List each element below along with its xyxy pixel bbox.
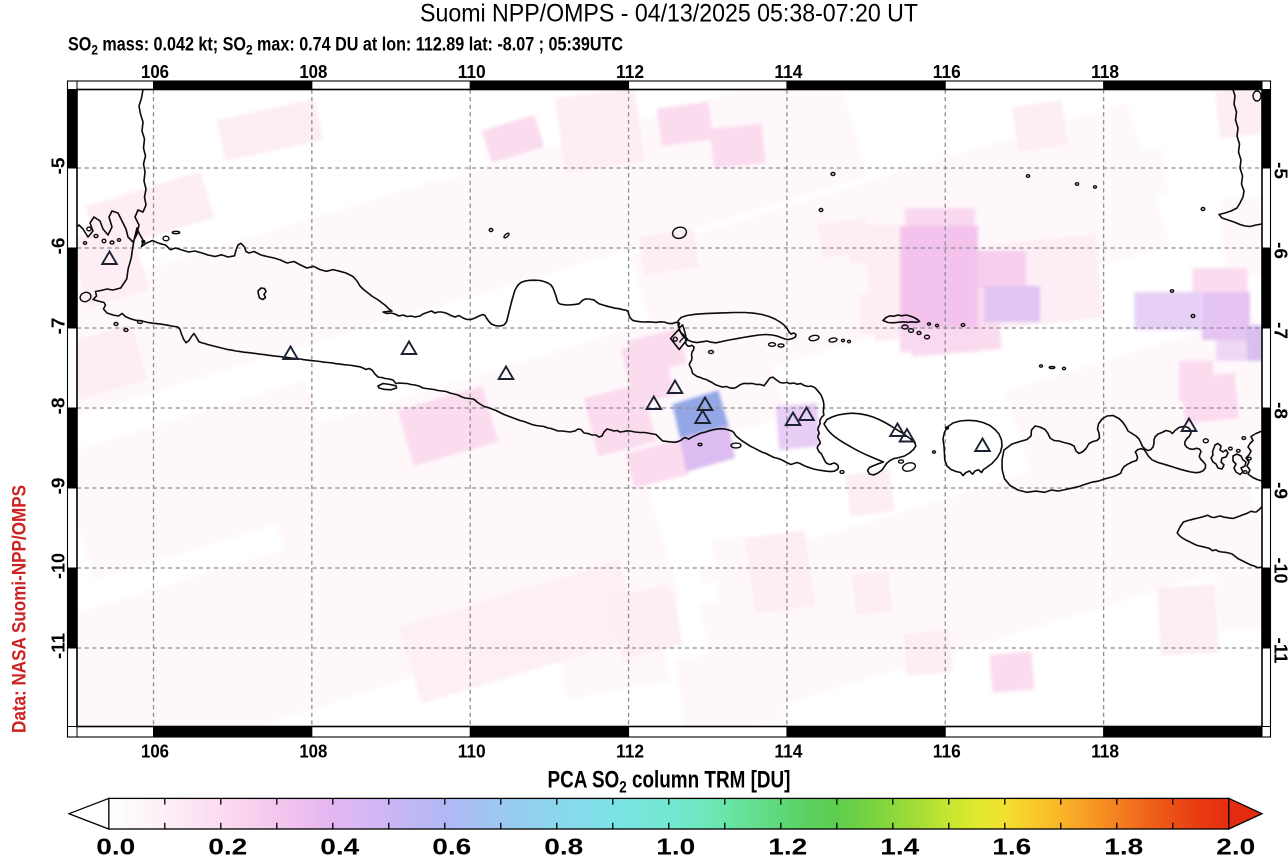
svg-text:1.2: 1.2 bbox=[768, 834, 807, 855]
svg-text:SO2 mass: 0.042 kt; SO2 max: 0: SO2 mass: 0.042 kt; SO2 max: 0.74 DU at … bbox=[68, 35, 623, 58]
svg-text:0.4: 0.4 bbox=[320, 834, 359, 855]
svg-text:118: 118 bbox=[1091, 741, 1119, 762]
svg-text:0.0: 0.0 bbox=[96, 834, 135, 855]
svg-text:-11: -11 bbox=[48, 633, 69, 659]
svg-text:-7: -7 bbox=[48, 318, 69, 335]
svg-text:-5: -5 bbox=[48, 158, 69, 175]
svg-text:110: 110 bbox=[458, 741, 486, 762]
svg-text:116: 116 bbox=[933, 61, 961, 82]
svg-text:118: 118 bbox=[1091, 61, 1119, 82]
svg-text:-8: -8 bbox=[48, 398, 69, 415]
svg-text:114: 114 bbox=[774, 61, 803, 82]
svg-text:-9: -9 bbox=[1271, 482, 1288, 499]
svg-text:-7: -7 bbox=[1271, 322, 1288, 339]
svg-text:108: 108 bbox=[299, 61, 327, 82]
svg-text:2.0: 2.0 bbox=[1216, 834, 1255, 855]
svg-text:0.2: 0.2 bbox=[208, 834, 247, 855]
svg-text:-5: -5 bbox=[1271, 162, 1288, 179]
svg-text:Data: NASA Suomi-NPP/OMPS: Data: NASA Suomi-NPP/OMPS bbox=[10, 485, 31, 733]
svg-text:-11: -11 bbox=[1271, 638, 1288, 664]
svg-text:-10: -10 bbox=[1271, 558, 1288, 584]
svg-text:1.0: 1.0 bbox=[656, 834, 695, 855]
svg-text:1.4: 1.4 bbox=[880, 834, 919, 855]
svg-text:112: 112 bbox=[616, 61, 644, 82]
svg-text:-8: -8 bbox=[1271, 402, 1288, 419]
svg-text:Suomi NPP/OMPS - 04/13/2025 05: Suomi NPP/OMPS - 04/13/2025 05:38-07:20 … bbox=[420, 0, 918, 28]
svg-text:-6: -6 bbox=[1271, 242, 1288, 259]
svg-text:106: 106 bbox=[141, 741, 169, 762]
svg-text:PCA SO2 column TRM [DU]: PCA SO2 column TRM [DU] bbox=[548, 767, 791, 797]
svg-text:0.6: 0.6 bbox=[432, 834, 471, 855]
svg-text:112: 112 bbox=[616, 741, 644, 762]
svg-text:110: 110 bbox=[458, 61, 486, 82]
svg-text:116: 116 bbox=[933, 741, 961, 762]
svg-text:-6: -6 bbox=[48, 238, 69, 255]
svg-text:-10: -10 bbox=[48, 553, 69, 579]
svg-text:106: 106 bbox=[141, 61, 169, 82]
svg-text:114: 114 bbox=[774, 741, 803, 762]
svg-text:1.6: 1.6 bbox=[992, 834, 1031, 855]
svg-text:1.8: 1.8 bbox=[1104, 834, 1143, 855]
svg-text:0.8: 0.8 bbox=[544, 834, 583, 855]
svg-text:108: 108 bbox=[299, 741, 327, 762]
svg-text:-9: -9 bbox=[48, 478, 69, 495]
